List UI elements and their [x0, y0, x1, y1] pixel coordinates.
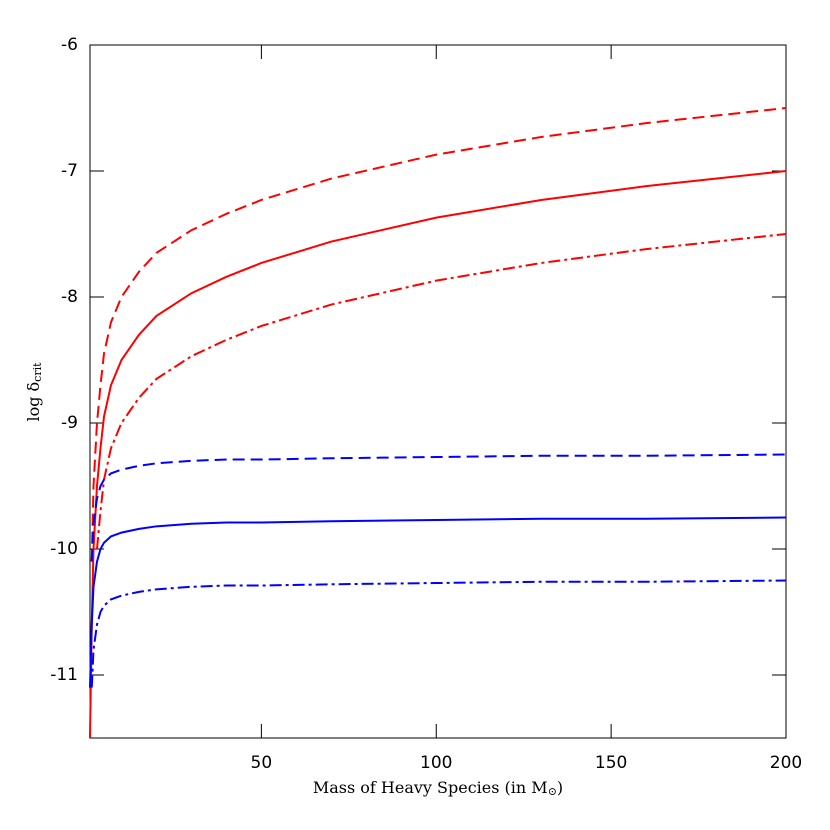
y-tick-label: -6 — [61, 35, 78, 55]
x-tick-label: 150 — [595, 753, 627, 773]
y-tick-label: -10 — [50, 539, 78, 559]
x-axis-label: Mass of Heavy Species (in M⊙) — [313, 778, 563, 799]
plot-frame — [89, 44, 787, 739]
series-line — [90, 453, 787, 562]
series-line — [89, 170, 787, 739]
x-tick-label: 100 — [420, 753, 452, 773]
series-line — [95, 233, 787, 550]
y-tick-label: -7 — [61, 161, 78, 181]
series-line — [90, 107, 787, 562]
series-line — [89, 516, 787, 688]
y-tick-label: -8 — [61, 287, 78, 307]
series-line — [90, 579, 787, 688]
y-axis-label: log δcrit — [24, 362, 45, 422]
x-tick-label: 200 — [770, 753, 802, 773]
y-tick-label: -11 — [50, 665, 78, 685]
y-tick-label: -9 — [61, 413, 78, 433]
x-tick-label: 50 — [251, 753, 273, 773]
